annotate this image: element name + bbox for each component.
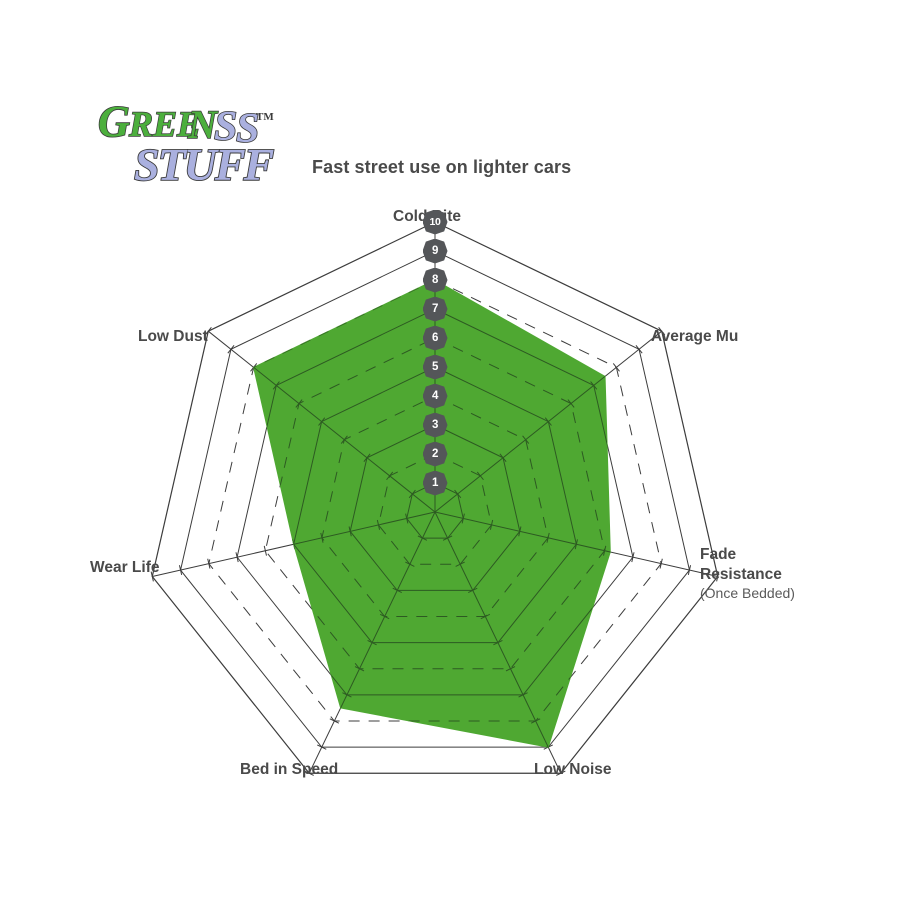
fade-sublabel: (Once Bedded) (700, 584, 795, 601)
grid-tick (342, 692, 352, 698)
grid-tick (204, 326, 212, 336)
grid-tick (227, 345, 235, 354)
fade-line-1: Fade (700, 546, 737, 563)
grid-tick (454, 489, 462, 499)
grid-tick (367, 640, 377, 646)
grid-tick (544, 417, 552, 426)
grid-tick (317, 744, 327, 750)
grid-tick (590, 381, 598, 390)
svg-text:S: S (236, 106, 259, 152)
grid-tick (556, 770, 566, 776)
svg-text:TM: TM (256, 111, 274, 123)
grid-tick (612, 363, 620, 372)
grid-tick (354, 666, 365, 672)
svg-text:STUFF: STUFF (134, 139, 274, 190)
grid-tick (348, 526, 352, 537)
grid-tick (518, 526, 522, 537)
grid-tick (329, 718, 340, 724)
grid-tick (235, 552, 239, 563)
grid-tick (603, 545, 607, 556)
axis-label-low-dust: Low Dust (138, 328, 208, 345)
grid-tick (687, 565, 692, 576)
svg-text:REE: REE (128, 104, 201, 144)
grid-tick (505, 666, 516, 672)
axis-label-bed-in-speed: Bed in Speed (240, 761, 339, 778)
axis-label-low-noise: Low Noise (534, 761, 612, 778)
grid-tick (295, 399, 303, 408)
grid-tick (318, 417, 326, 426)
fade-line-2: Resistance (700, 565, 782, 583)
grid-rings-overlay (253, 280, 611, 748)
grid-ring-5 (293, 366, 577, 644)
grid-tick (304, 770, 314, 776)
scale-badge-9: 9 (422, 238, 448, 264)
scale-badge-7: 7 (422, 296, 448, 322)
grid-tick (468, 587, 478, 594)
scale-badge-2: 2 (422, 441, 448, 467)
grid-tick (659, 558, 663, 569)
grid-tick (392, 587, 402, 594)
chart-title: Fast street use on lighter cars (312, 157, 572, 177)
grid-ring-6 (264, 337, 606, 670)
grid-ring-4 (321, 395, 549, 618)
scale-badge-10: 10 (422, 209, 448, 235)
grid-ring-10 (151, 221, 719, 774)
grid-tick (263, 545, 267, 556)
axis-label-fade-resistance: Fade Resistance (Once Bedded) (700, 545, 795, 603)
grid-tick (546, 532, 550, 543)
grid-tick (522, 435, 530, 444)
grid-tick (635, 345, 643, 354)
grid-tick (408, 489, 416, 499)
grid-tick (716, 571, 720, 582)
grid-tick (574, 539, 578, 550)
grid-tick (272, 381, 280, 390)
grid-tick (320, 532, 324, 543)
grid-ring-1 (406, 482, 464, 539)
grid-ring-8 (253, 280, 611, 722)
grid-tick (461, 513, 465, 524)
grid-ring-7 (253, 308, 611, 696)
grid-ring-9 (179, 250, 691, 748)
grid-tick (442, 535, 453, 541)
grid-tick (567, 399, 575, 408)
grid-tick (405, 513, 409, 524)
grid-tick (455, 561, 465, 567)
grid-tick (405, 561, 415, 567)
grid-tick (476, 471, 484, 481)
grid-tick (379, 613, 390, 620)
grid-tick (518, 692, 528, 698)
grid-tick (499, 453, 507, 462)
grid-tick (178, 565, 183, 576)
scale-badge-8: 8 (422, 267, 448, 293)
grid-ring-3 (349, 424, 521, 591)
svg-text:G: G (98, 97, 130, 146)
data-polygon (253, 279, 611, 748)
scale-badge-6: 6 (422, 325, 448, 351)
grid-tick (150, 571, 154, 582)
grid-tick (631, 552, 635, 563)
scale-badge-4: 4 (422, 383, 448, 409)
greenstuff-logo: G REE N S S STUFF TM (96, 92, 276, 192)
grid-tick (386, 471, 394, 481)
grid-tick (207, 558, 211, 569)
scale-badge-5: 5 (422, 354, 448, 380)
svg-text:N: N (187, 102, 219, 147)
grid-tick (340, 435, 348, 444)
axis-label-average-mu: Average Mu (651, 328, 739, 345)
scale-badge-1: 1 (422, 470, 448, 496)
scale-badge-3: 3 (422, 412, 448, 438)
svg-text:S: S (214, 104, 237, 150)
grid-tick (658, 326, 666, 336)
grid-tick (376, 519, 381, 530)
grid-tick (417, 535, 428, 541)
grid-tick (363, 453, 371, 462)
axis-label-wear-life: Wear Life (90, 559, 160, 576)
grid-tick (493, 640, 503, 646)
grid-tick (530, 718, 541, 724)
grid-tick (489, 519, 494, 530)
grid-tick (480, 613, 491, 620)
